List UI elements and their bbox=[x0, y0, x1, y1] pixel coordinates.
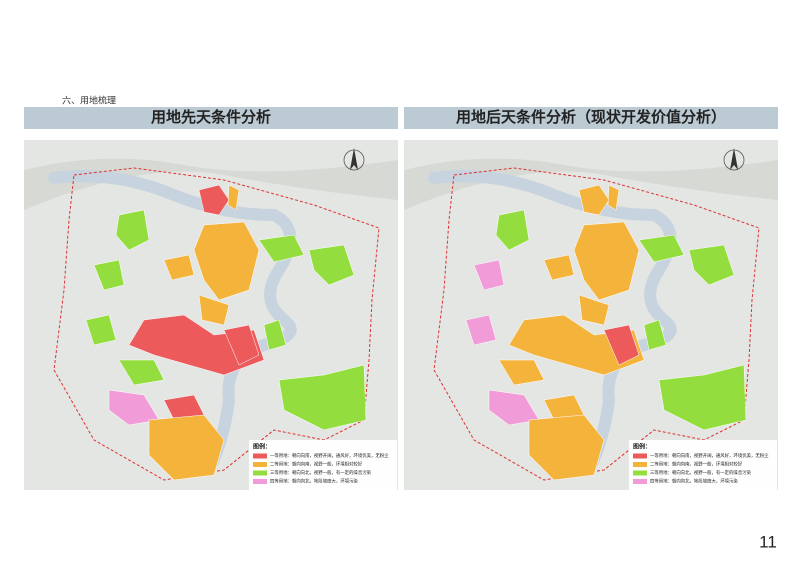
legend-title: 图例： bbox=[633, 443, 651, 451]
section-label: 六、用地梳理 bbox=[62, 94, 116, 105]
land-parcel bbox=[223, 324, 260, 366]
land-parcel bbox=[603, 324, 640, 366]
land-parcel bbox=[638, 234, 685, 263]
land-parcel bbox=[578, 294, 610, 326]
land-parcel bbox=[607, 184, 620, 211]
legend-box bbox=[249, 440, 397, 490]
legend-label: 二等用地：朝向向南，视野一般，环境相对较好 bbox=[650, 461, 743, 468]
land-parcel bbox=[108, 389, 160, 426]
land-parcel bbox=[198, 294, 230, 326]
land-parcel bbox=[163, 254, 195, 281]
legend-swatch bbox=[633, 453, 647, 459]
land-parcel bbox=[488, 389, 540, 426]
land-parcel bbox=[473, 259, 505, 291]
land-parcel bbox=[578, 184, 610, 216]
legend-swatch bbox=[633, 462, 647, 467]
north-circle bbox=[343, 149, 365, 171]
land-parcel bbox=[258, 234, 305, 263]
land-parcel bbox=[495, 209, 530, 251]
legend-label: 一等用地：朝向向南，视野开阔，通风好，环境优美，无粉尘 bbox=[270, 452, 389, 459]
legend-title: 图例： bbox=[253, 443, 271, 451]
land-parcel bbox=[688, 244, 735, 286]
legend-label: 三等用地：朝向向北，视野一般，有一定的噪音污染 bbox=[270, 469, 372, 476]
land-parcel bbox=[643, 319, 667, 351]
legend-swatch bbox=[253, 462, 267, 467]
legend-swatch bbox=[253, 453, 267, 459]
land-parcel bbox=[148, 414, 225, 481]
terrain bbox=[24, 158, 398, 210]
legend-box bbox=[629, 440, 777, 490]
land-parcel bbox=[128, 314, 265, 376]
land-parcel bbox=[198, 184, 230, 216]
river bbox=[428, 170, 677, 476]
land-parcel bbox=[193, 221, 260, 301]
land-parcel bbox=[658, 364, 747, 431]
map: 图例：一等用地：朝向向南，视野开阔，通风好，环境优美，无粉尘二等用地：朝向向南，… bbox=[24, 140, 398, 490]
title-bar bbox=[24, 107, 398, 129]
land-parcel bbox=[308, 244, 355, 286]
land-parcel bbox=[573, 221, 640, 301]
land-parcel bbox=[508, 314, 645, 376]
land-parcel bbox=[118, 359, 165, 386]
legend-label: 四等用地：朝向向北，地段坡度大，环境污染 bbox=[270, 478, 358, 485]
land-parcel bbox=[543, 254, 575, 281]
legend-swatch bbox=[633, 479, 647, 484]
land-parcel bbox=[465, 314, 497, 346]
land-parcel bbox=[528, 414, 605, 481]
panel-title: 用地先天条件分析 bbox=[151, 108, 271, 126]
river bbox=[48, 170, 297, 476]
land-parcel bbox=[85, 314, 117, 346]
legend-swatch bbox=[253, 470, 267, 476]
title-bar bbox=[404, 107, 778, 129]
land-parcel bbox=[263, 319, 287, 351]
north-arrow bbox=[350, 148, 358, 170]
legend-swatch bbox=[633, 470, 647, 476]
north-arrow bbox=[730, 148, 738, 170]
legend-label: 三等用地：朝向向北，视野一般，有一定的噪音污染 bbox=[650, 469, 752, 476]
land-parcel bbox=[278, 364, 367, 431]
land-parcel bbox=[227, 184, 240, 211]
land-parcel bbox=[498, 359, 545, 386]
panel-title: 用地后天条件分析（现状开发价值分析） bbox=[456, 108, 726, 126]
north-circle bbox=[723, 149, 745, 171]
map: 图例：一等用地：朝向向南，视野开阔，通风好，环境优美，无粉尘二等用地：朝向向南，… bbox=[404, 140, 778, 490]
legend-label: 一等用地：朝向向南，视野开阔，通风好，环境优美，无粉尘 bbox=[650, 452, 769, 459]
legend-label: 二等用地：朝向向南，视野一般，环境相对较好 bbox=[270, 461, 363, 468]
land-parcel bbox=[115, 209, 150, 251]
land-parcel bbox=[93, 259, 125, 291]
terrain bbox=[404, 158, 778, 210]
legend-label: 四等用地：朝向向北，地段坡度大，环境污染 bbox=[650, 478, 738, 485]
legend-swatch bbox=[253, 479, 267, 484]
page-number: 11 bbox=[759, 532, 777, 551]
